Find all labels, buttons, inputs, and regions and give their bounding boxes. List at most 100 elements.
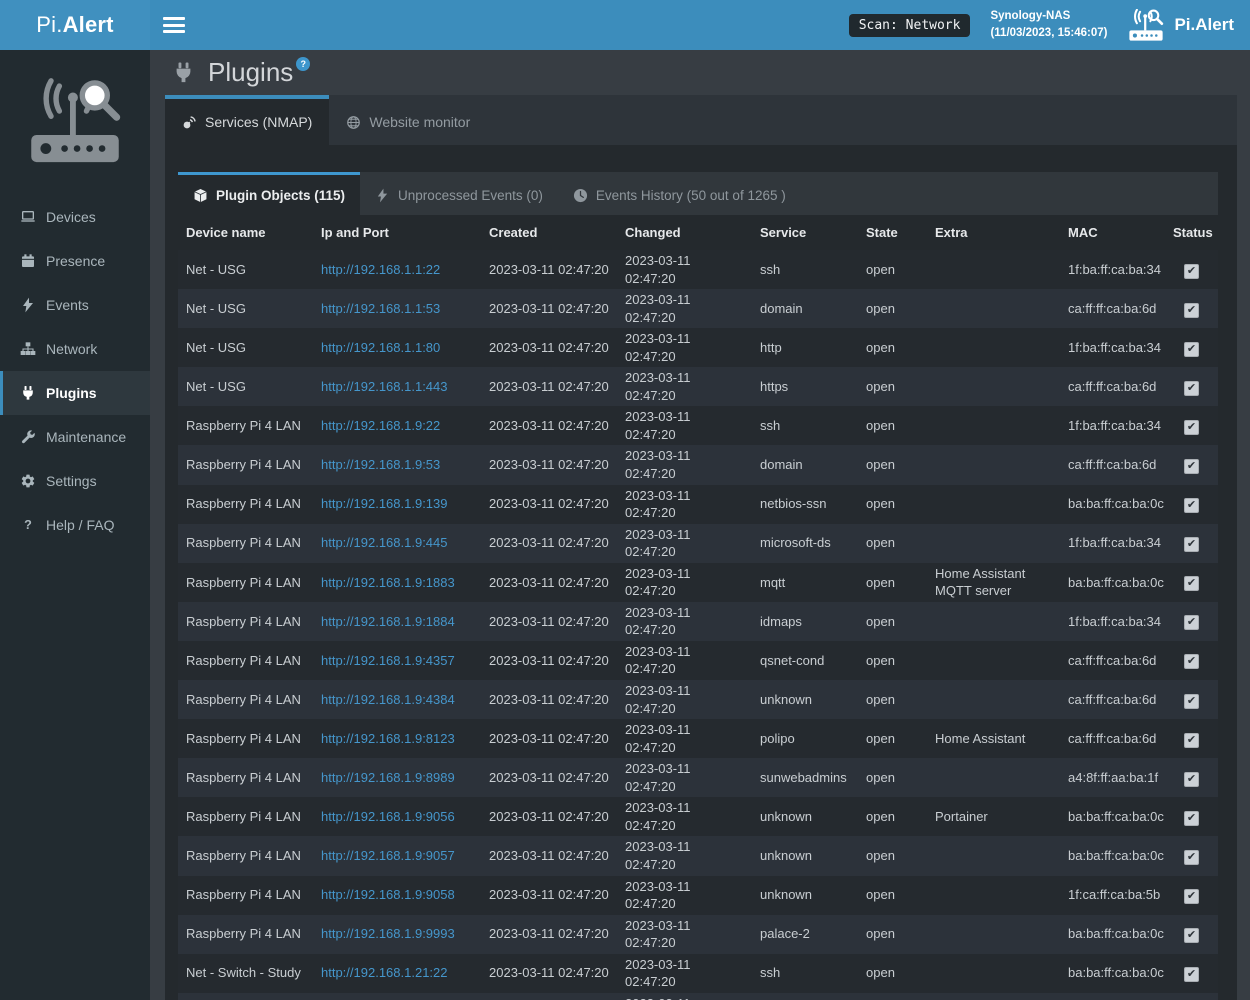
ip-port-link[interactable]: http://192.168.1.9:139 <box>321 496 448 512</box>
status-checkbox[interactable]: ✔ <box>1184 498 1199 514</box>
status-checkbox[interactable]: ✔ <box>1184 341 1199 357</box>
ip-port-link[interactable]: http://192.168.1.1:443 <box>321 379 448 395</box>
ip-port-link[interactable]: http://192.168.1.1:53 <box>321 300 441 316</box>
status-checkbox[interactable]: ✔ <box>1184 771 1199 787</box>
extra-cell <box>927 289 1060 328</box>
status-cell: ✔ <box>1165 836 1218 875</box>
app-logo[interactable]: Pi. Alert <box>0 0 150 50</box>
mac-cell: 1f:ca:ff:ca:ba:5b <box>1060 993 1165 1000</box>
tab-services-nmap[interactable]: Services (NMAP) <box>165 95 330 145</box>
ip-port-link[interactable]: http://192.168.1.9:53 <box>321 457 441 473</box>
status-cell: ✔ <box>1165 641 1218 680</box>
tab-plugin-objects-115[interactable]: Plugin Objects (115) <box>178 172 361 215</box>
status-checkbox[interactable]: ✔ <box>1184 615 1199 631</box>
status-checkbox[interactable]: ✔ <box>1184 732 1199 748</box>
ip-port-link[interactable]: http://192.168.1.9:4357 <box>321 652 455 668</box>
device-name-cell: Net - USG <box>186 261 246 277</box>
column-header-status: Status <box>1173 225 1213 240</box>
status-checkbox[interactable]: ✔ <box>1184 419 1199 435</box>
ip-port-cell: http://192.168.1.1:53 <box>313 289 481 328</box>
state-cell: open <box>866 300 895 316</box>
extra-cell <box>927 836 1060 875</box>
tab-events-history-50-out-of-1265[interactable]: Events History (50 out of 1265 ) <box>558 172 801 215</box>
ip-port-link[interactable]: http://192.168.1.9:445 <box>321 535 448 551</box>
tab-unprocessed-events-0[interactable]: Unprocessed Events (0) <box>360 172 558 215</box>
created-cell: 2023-03-11 02:47:20 <box>489 652 609 668</box>
table-row: Raspberry Pi 4 LAN http://192.168.1.9:139… <box>178 484 1218 524</box>
sidebar-item-settings[interactable]: Settings <box>0 459 150 503</box>
status-checkbox[interactable]: ✔ <box>1184 459 1199 475</box>
device-name-cell: Raspberry Pi 4 LAN <box>186 809 301 825</box>
ip-port-link[interactable]: http://192.168.1.9:4384 <box>321 691 455 707</box>
sidebar-item-plugins[interactable]: Plugins <box>0 371 150 415</box>
bolt-icon <box>375 188 390 203</box>
ip-port-link[interactable]: http://192.168.1.9:22 <box>321 418 441 434</box>
ip-port-link[interactable]: http://192.168.1.9:9057 <box>321 848 455 864</box>
status-checkbox[interactable]: ✔ <box>1184 849 1199 865</box>
ip-port-link[interactable]: http://192.168.1.9:9993 <box>321 926 455 942</box>
globe-icon <box>346 115 361 130</box>
status-checkbox[interactable]: ✔ <box>1184 693 1199 709</box>
ip-port-link[interactable]: http://192.168.1.21:22 <box>321 965 448 981</box>
service-cell: idmaps <box>760 613 802 629</box>
sidebar-item-maintenance[interactable]: Maintenance <box>0 415 150 459</box>
state-cell: open <box>858 993 927 1000</box>
extra-cell <box>927 641 1060 680</box>
mac-cell: ca:ff:ff:ca:ba:6d <box>1068 300 1157 316</box>
sidebar-menu: Devices Presence Events Network Plugins Maint… <box>0 195 150 547</box>
sidebar-item-label: Events <box>46 297 89 313</box>
state-cell: open <box>866 379 895 395</box>
help-badge[interactable]: ? <box>296 57 311 71</box>
status-checkbox[interactable]: ✔ <box>1184 263 1199 279</box>
status-checkbox[interactable]: ✔ <box>1184 302 1199 318</box>
extra-cell <box>927 954 1060 993</box>
tab-website-monitor[interactable]: Website monitor <box>329 95 487 145</box>
device-name-cell: Raspberry Pi 4 LAN <box>186 574 301 590</box>
ip-port-link[interactable]: http://192.168.1.9:8989 <box>321 769 455 785</box>
sidebar-item-presence[interactable]: Presence <box>0 239 150 283</box>
extra-cell <box>927 524 1060 563</box>
mac-cell: ca:ff:ff:ca:ba:6d <box>1068 652 1157 668</box>
sidebar-toggle-icon[interactable] <box>163 17 185 33</box>
ip-port-link[interactable]: http://192.168.1.9:9058 <box>321 887 455 903</box>
state-cell: open <box>866 418 895 434</box>
ip-port-cell: http://192.168.1.9:1884 <box>313 602 481 641</box>
created-cell: 2023-03-11 02:47:20 <box>489 887 609 903</box>
changed-cell: 2023-03-11 02:47:20 <box>625 526 691 560</box>
status-cell: ✔ <box>1165 680 1218 719</box>
sidebar-item-events[interactable]: Events <box>0 283 150 327</box>
changed-cell: 2023-03-11 02:47:20 <box>625 643 691 677</box>
status-checkbox[interactable]: ✔ <box>1184 576 1199 592</box>
mac-cell: ba:ba:ff:ca:ba:0c <box>1068 965 1164 981</box>
ip-port-link[interactable]: http://192.168.1.9:1884 <box>321 613 455 629</box>
sidebar-item-network[interactable]: Network <box>0 327 150 371</box>
mac-cell: 1f:ba:ff:ca:ba:34 <box>1068 339 1161 355</box>
column-header-mac: MAC <box>1068 225 1098 240</box>
ip-port-link[interactable]: http://192.168.1.1:22 <box>321 261 441 277</box>
created-cell: 2023-03-11 02:47:20 <box>489 730 609 746</box>
status-checkbox[interactable]: ✔ <box>1184 654 1199 670</box>
status-cell: ✔ <box>1165 954 1218 993</box>
brand-link[interactable]: Pi.Alert <box>1127 8 1238 41</box>
table-row: Raspberry Pi 4 LAN http://192.168.1.9:905… <box>178 797 1218 837</box>
status-checkbox[interactable]: ✔ <box>1184 967 1199 983</box>
status-checkbox[interactable]: ✔ <box>1184 537 1199 553</box>
service-cell: domain <box>760 457 803 473</box>
status-checkbox[interactable]: ✔ <box>1184 380 1199 396</box>
status-checkbox[interactable]: ✔ <box>1184 928 1199 944</box>
ip-port-link[interactable]: http://192.168.1.9:1883 <box>321 574 455 590</box>
ip-port-link[interactable]: http://192.168.1.9:9056 <box>321 809 455 825</box>
ip-port-link[interactable]: http://192.168.1.9:8123 <box>321 730 455 746</box>
ip-port-link[interactable]: http://192.168.1.1:80 <box>321 339 441 355</box>
column-header-extra: Extra <box>935 225 968 240</box>
sidebar-item-devices[interactable]: Devices <box>0 195 150 239</box>
service-cell: netbios-ssn <box>760 496 827 512</box>
created-cell: 2023-03-11 02:47:20 <box>489 769 609 785</box>
device-name-cell: Raspberry Pi 4 LAN <box>186 496 301 512</box>
status-checkbox[interactable]: ✔ <box>1184 810 1199 826</box>
sidebar-item-help-faq[interactable]: ? Help / FAQ <box>0 503 150 547</box>
status-checkbox[interactable]: ✔ <box>1184 889 1199 905</box>
status-cell: ✔ <box>1165 328 1218 367</box>
router-scan-icon <box>1127 8 1165 41</box>
device-name-cell: Raspberry Pi 4 LAN <box>186 769 301 785</box>
